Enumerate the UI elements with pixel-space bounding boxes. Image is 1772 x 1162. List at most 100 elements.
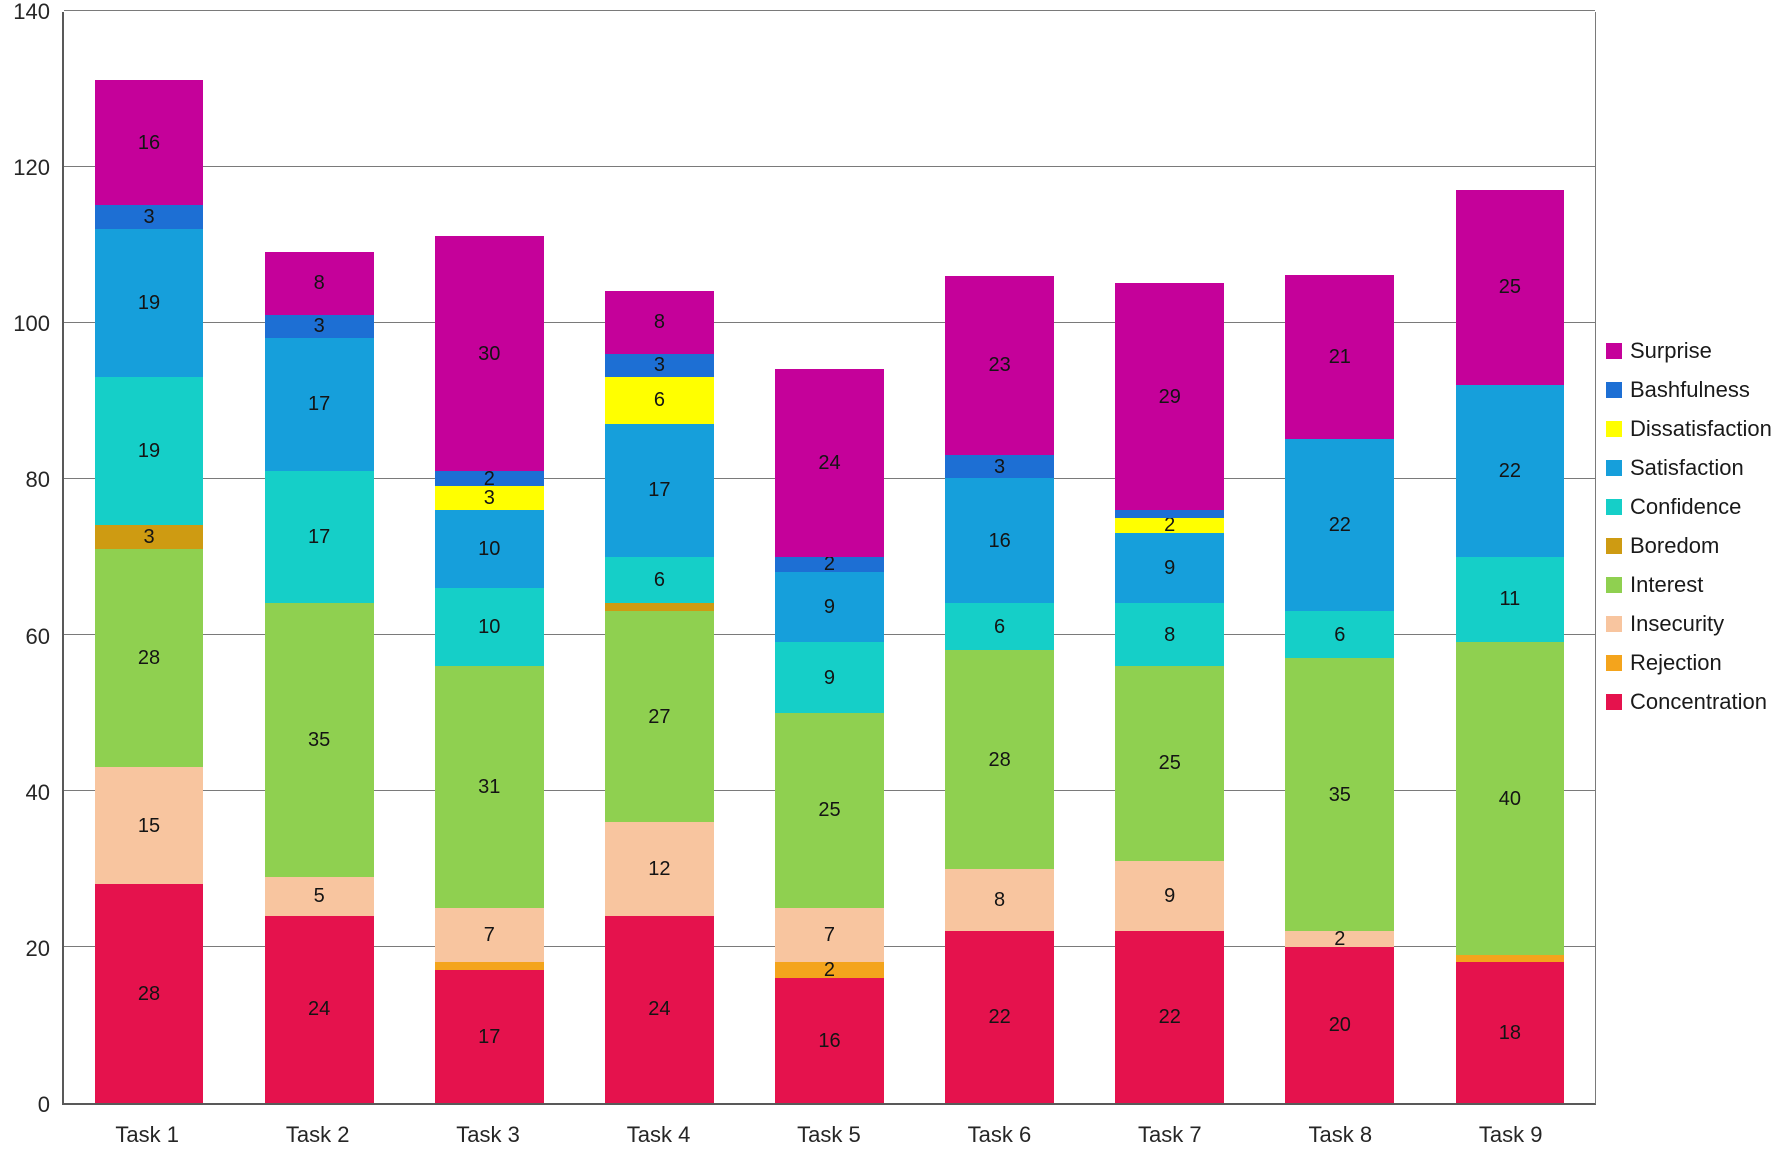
segment-value-label: 27: [648, 705, 671, 728]
segment-value-label: 8: [313, 272, 325, 295]
segment-value-label: 16: [988, 529, 1011, 552]
segment-value-label: 28: [137, 982, 161, 1005]
segment-bashfulness: [1115, 509, 1225, 518]
segment-value-label: 17: [308, 526, 331, 548]
segment-value-label: 8: [653, 311, 665, 334]
segment-satisfaction: 17: [604, 423, 714, 557]
segment-surprise: 25: [1455, 189, 1565, 385]
segment-value-label: 17: [648, 479, 671, 502]
segment-interest: 25: [775, 712, 884, 908]
segment-insecurity: 12: [604, 821, 714, 916]
segment-dissatisfaction: 2: [1115, 515, 1225, 535]
segment-insecurity: 8: [945, 868, 1055, 932]
segment-surprise: 21: [1285, 275, 1395, 440]
segment-value-label: 11: [1499, 588, 1521, 611]
segment-value-label: 19: [137, 440, 161, 463]
segment-surprise: 8: [604, 291, 714, 354]
segment-value-label: 24: [648, 998, 671, 1021]
legend-swatch-satisfaction: [1606, 460, 1622, 476]
bar-column: 17 7 31 10 10 3 2 30: [404, 12, 574, 1103]
legend-swatch-rejection: [1606, 655, 1622, 671]
legend-item-boredom: Boredom: [1606, 533, 1772, 559]
segment-value-label: 9: [1164, 557, 1176, 580]
segment-value-label: 16: [818, 1029, 841, 1052]
bars-container: 28 15 28 3 19 19 3 16 24 5 35 17 17 3 8 17 7 31 10 10 3 2 30 24…: [64, 12, 1595, 1103]
segment-value-label: 24: [818, 451, 841, 474]
segment-value-label: 6: [653, 389, 665, 412]
segment-surprise: 24: [775, 369, 884, 557]
segment-confidence: 9: [775, 642, 884, 713]
segment-concentration: 18: [1455, 962, 1565, 1103]
segment-concentration: 24: [604, 915, 714, 1103]
x-axis-category-label: Task 4: [626, 1122, 691, 1147]
x-axis: Task 1 Task 2 Task 3 Task 4 Task 5 Task 6 Task…: [62, 1122, 1596, 1148]
x-axis-category-label: Task 2: [285, 1122, 350, 1147]
segment-bashfulness: 3: [604, 353, 714, 378]
x-axis-category-label: Task 5: [797, 1122, 861, 1147]
segment-value-label: 2: [483, 467, 495, 490]
segment-value-label: 19: [137, 291, 161, 314]
segment-value-label: 10: [478, 615, 501, 638]
segment-concentration: 20: [1285, 946, 1395, 1103]
segment-boredom: [604, 603, 714, 612]
segment-value-label: 25: [1158, 752, 1181, 775]
legend-item-bashfulness: Bashfulness: [1606, 377, 1772, 403]
segment-value-label: 35: [1328, 783, 1351, 806]
segment-value-label: 30: [478, 342, 501, 365]
segment-value-label: 6: [1334, 623, 1346, 646]
segment-confidence: 17: [264, 470, 374, 604]
legend-item-label: Rejection: [1630, 650, 1722, 675]
legend-item-surprise: Surprise: [1606, 338, 1772, 364]
segment-bashfulness: 2: [775, 554, 884, 574]
segment-value-label: 16: [137, 131, 161, 154]
bar-task-9: 18 40 11 22 25: [1455, 189, 1565, 1103]
segment-value-label: 40: [1498, 787, 1522, 810]
bar-column: 22 8 28 6 16 3 23: [915, 12, 1085, 1103]
segment-dissatisfaction: 6: [604, 377, 714, 424]
segment-concentration: 22: [1115, 931, 1225, 1103]
x-axis-category-label: Task 3: [456, 1122, 520, 1147]
segment-interest: 35: [264, 603, 374, 877]
gridline: [64, 9, 1595, 11]
segment-value-label: 22: [1158, 1006, 1181, 1029]
segment-value-label: 5: [313, 885, 325, 908]
y-axis-tick-label: 0: [37, 1092, 50, 1117]
bar-column: 20 2 35 6 22 21: [1255, 12, 1425, 1103]
gridline: [64, 165, 1595, 167]
segment-value-label: 17: [478, 1025, 501, 1048]
segment-interest: 35: [1285, 658, 1395, 932]
segment-rejection: [1455, 954, 1565, 963]
bar-column: 22 9 25 8 9 2 29: [1085, 12, 1255, 1103]
segment-confidence: 6: [1285, 611, 1395, 658]
segment-interest: 25: [1115, 665, 1225, 861]
segment-satisfaction: 16: [945, 478, 1055, 604]
legend-swatch-concentration: [1606, 694, 1622, 710]
segment-value-label: 25: [818, 799, 841, 822]
y-axis-tick-label: 80: [25, 467, 50, 493]
segment-confidence: 8: [1115, 603, 1225, 666]
segment-value-label: 12: [648, 857, 671, 880]
segment-value-label: 9: [823, 596, 836, 619]
x-axis-category-label: Task 7: [1138, 1122, 1202, 1147]
legend-item-label: Confidence: [1630, 494, 1742, 519]
segment-insecurity: 5: [264, 876, 374, 916]
legend-item-label: Surprise: [1630, 338, 1712, 363]
segment-insecurity: 2: [1285, 929, 1395, 949]
segment-insecurity: 7: [434, 907, 544, 963]
segment-bashfulness: 2: [434, 467, 544, 490]
segment-bashfulness: 3: [264, 314, 374, 338]
legend-item-insecurity: Insecurity: [1606, 611, 1772, 637]
bar-column: 28 15 28 3 19 19 3 16: [64, 12, 234, 1103]
bar-task-5: 16 2 7 25 9 9 2 24: [775, 369, 884, 1103]
legend-swatch-confidence: [1606, 499, 1622, 515]
legend: Surprise Bashfulness Dissatisfaction Satisf…: [1606, 338, 1772, 715]
legend-item-dissatisfaction: Dissatisfaction: [1606, 416, 1772, 442]
segment-value-label: 21: [1328, 346, 1351, 369]
segment-satisfaction: 19: [94, 228, 204, 377]
segment-insecurity: 9: [1115, 861, 1225, 932]
segment-interest: 27: [604, 611, 714, 822]
legend-item-interest: Interest: [1606, 572, 1772, 598]
segment-bashfulness: 3: [945, 455, 1055, 479]
legend-item-label: Satisfaction: [1630, 455, 1744, 480]
segment-value-label: 35: [308, 728, 331, 751]
